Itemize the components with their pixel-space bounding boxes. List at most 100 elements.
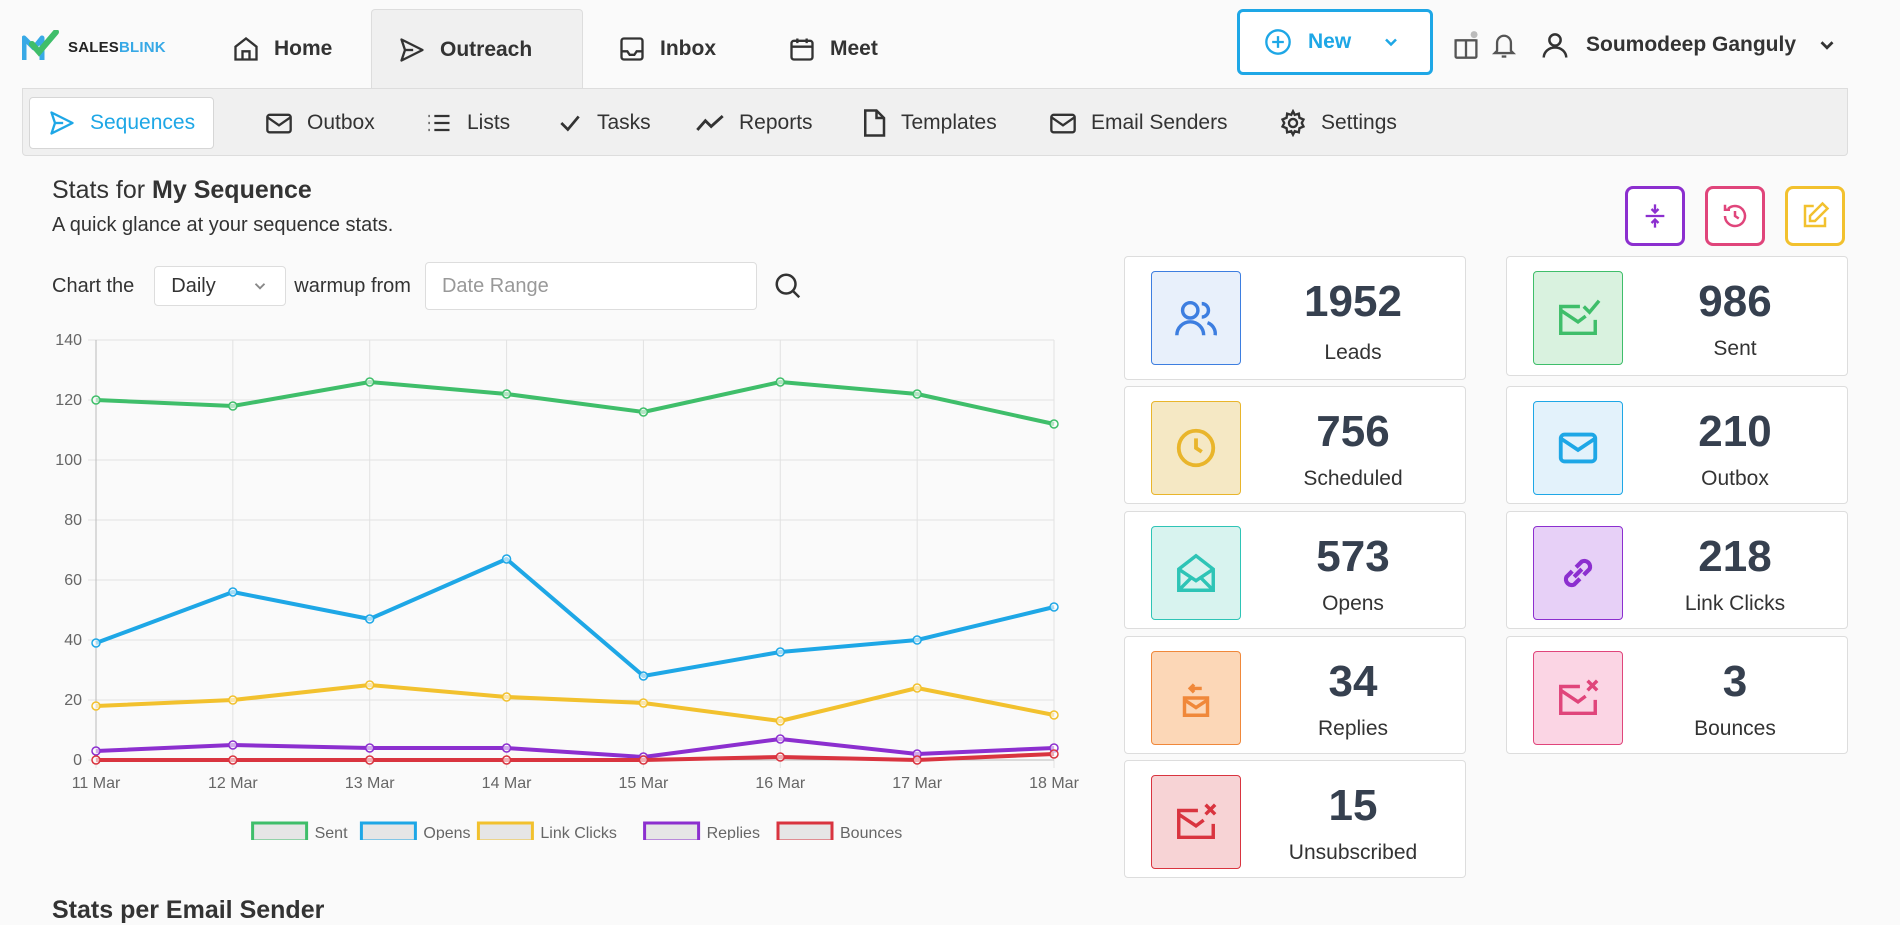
nav-tab-inbox[interactable]: Inbox	[592, 9, 742, 89]
data-point-bounces	[1049, 749, 1059, 759]
x-tick-label: 13 Mar	[345, 775, 395, 792]
stat-card-outbox[interactable]: 210 Outbox	[1506, 386, 1848, 504]
page-title: Stats for My Sequence	[52, 176, 312, 205]
stat-value: 218	[1698, 532, 1772, 581]
data-point-opens	[1049, 602, 1059, 612]
gift-icon	[1454, 31, 1478, 59]
subnav-item-tasks[interactable]: Tasks	[539, 97, 669, 149]
data-point-bounces	[501, 755, 512, 765]
series-line-link-clicks	[95, 683, 1055, 723]
subnav-item-settings[interactable]: Settings	[1261, 97, 1415, 149]
calendar-icon	[790, 38, 814, 61]
nav-tab-outreach[interactable]: Outreach	[371, 9, 583, 89]
data-point-sent	[638, 407, 649, 417]
subnav-item-lists[interactable]: Lists	[407, 97, 528, 149]
notifications-button[interactable]	[1490, 30, 1518, 60]
legend-item-replies: Replies	[643, 821, 760, 840]
chevron-down-icon	[1820, 41, 1834, 50]
user-menu[interactable]: Soumodeep Ganguly	[1540, 30, 1838, 60]
x-tick-label: 12 Mar	[208, 775, 258, 792]
new-button[interactable]: New	[1237, 9, 1433, 75]
data-point-sent	[1049, 419, 1059, 429]
x-tick-label: 11 Mar	[72, 775, 121, 792]
data-point-sent	[501, 389, 512, 399]
nav-tab-meet[interactable]: Meet	[762, 9, 904, 89]
stat-card-unsubscribed[interactable]: 15 Unsubscribed	[1124, 760, 1466, 878]
logo-text: SALESBLINK	[68, 38, 166, 56]
clock-icon	[1176, 428, 1216, 468]
date-range-input[interactable]	[424, 262, 757, 310]
chart-controls: Chart the Daily warmup from	[52, 262, 803, 310]
history-button[interactable]	[1705, 186, 1765, 246]
data-point-opens	[501, 554, 512, 564]
subnav-label: Lists	[467, 111, 511, 134]
series-line-replies	[95, 737, 1055, 759]
nav-tab-home[interactable]: Home	[206, 9, 358, 89]
subnav-item-reports[interactable]: Reports	[677, 97, 831, 149]
x-tick-label: 17 Mar	[892, 775, 942, 792]
stat-card-link-clicks[interactable]: 218 Link Clicks	[1506, 511, 1848, 629]
data-point-replies	[775, 734, 786, 744]
edit-button[interactable]	[1785, 186, 1845, 246]
stat-card-leads[interactable]: 1952 Leads	[1124, 256, 1466, 380]
legend-swatch	[776, 821, 834, 840]
subnav-item-sequences[interactable]: Sequences	[29, 97, 215, 149]
y-tick-label: 0	[73, 752, 82, 769]
stat-card-replies[interactable]: 34 Replies	[1124, 636, 1466, 754]
data-point-bounces	[364, 755, 375, 765]
stat-card-bounces[interactable]: 3 Bounces	[1506, 636, 1848, 754]
salesblink-logo[interactable]: SALESBLINK	[22, 30, 166, 64]
stat-value: 756	[1316, 407, 1390, 456]
stat-label: Leads	[1324, 341, 1382, 364]
inbox-icon	[620, 37, 644, 61]
collapse-button[interactable]	[1625, 186, 1685, 246]
reply-icon	[1182, 683, 1210, 717]
series-line-sent	[95, 380, 1055, 426]
data-point-link-clicks	[912, 683, 922, 693]
bell-icon	[1491, 34, 1517, 58]
data-point-opens	[912, 635, 922, 645]
data-point-replies	[364, 743, 375, 753]
subnav-label: Settings	[1321, 111, 1397, 134]
stat-label: Opens	[1322, 592, 1384, 615]
subnav-item-outbox[interactable]: Outbox	[247, 97, 393, 149]
stat-label: Replies	[1317, 717, 1389, 740]
edit-icon	[1803, 201, 1830, 228]
stat-value: 210	[1698, 407, 1772, 456]
interval-select[interactable]: Daily	[154, 266, 287, 306]
stat-card-scheduled[interactable]: 756 Scheduled	[1124, 386, 1466, 504]
file-icon	[864, 109, 886, 137]
nav-tab-label: Meet	[830, 37, 878, 60]
gift-button[interactable]	[1452, 30, 1480, 60]
stat-icon-box	[1151, 651, 1241, 745]
subnav-item-templates[interactable]: Templates	[843, 97, 1015, 149]
chart-the-label: Chart the	[52, 274, 135, 297]
outreach-subnav: Sequences Outbox Lists Tasks Reports Tem…	[22, 88, 1848, 156]
legend-label: Sent	[315, 825, 348, 840]
list-icon	[428, 114, 450, 132]
subnav-label: Outbox	[307, 111, 375, 134]
stat-icon-box	[1151, 271, 1241, 365]
data-point-link-clicks	[1049, 710, 1059, 720]
logo-icon	[22, 30, 59, 60]
y-tick-label: 80	[64, 512, 82, 529]
search-icon[interactable]	[773, 271, 803, 301]
data-point-replies	[501, 743, 512, 753]
data-point-link-clicks	[501, 692, 512, 702]
stat-card-sent[interactable]: 986 Sent	[1506, 256, 1848, 376]
series-line-bounces	[96, 752, 1055, 762]
mail-check-icon	[1559, 299, 1601, 336]
stat-label: Scheduled	[1303, 467, 1403, 490]
data-point-link-clicks	[775, 716, 786, 726]
x-tick-label: 18 Mar	[1029, 775, 1079, 792]
subnav-label: Tasks	[597, 111, 651, 134]
history-icon	[1723, 204, 1747, 228]
subnav-item-email-senders[interactable]: Email Senders	[1031, 97, 1246, 149]
data-point-bounces	[638, 755, 649, 765]
mail-open-icon	[1177, 553, 1215, 592]
data-point-sent	[912, 389, 922, 399]
x-tick-label: 14 Mar	[482, 775, 532, 792]
data-point-bounces	[91, 755, 101, 765]
stat-card-opens[interactable]: 573 Opens	[1124, 511, 1466, 629]
legend-swatch	[643, 821, 701, 840]
